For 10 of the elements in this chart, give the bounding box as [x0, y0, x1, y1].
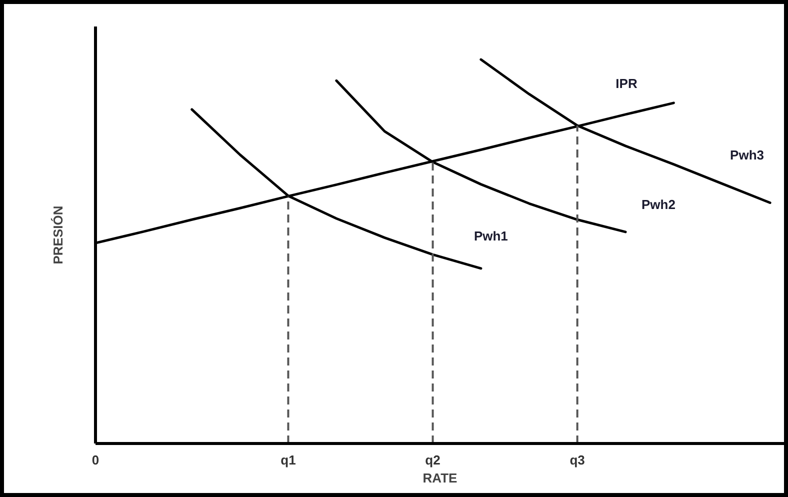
x-tick-label: 0	[92, 452, 100, 468]
x-tick-label: q2	[425, 452, 440, 468]
series-label: Pwh1	[474, 228, 508, 244]
x-tick-label: q3	[570, 452, 585, 468]
x-tick-label: q1	[280, 452, 296, 468]
series-label: IPR	[616, 76, 638, 91]
series-label: Pwh3	[730, 148, 764, 163]
x-axis-title: RATE	[422, 470, 458, 486]
y-axis-title: PRESIÓN	[50, 206, 66, 264]
series-label: Pwh2	[642, 196, 676, 212]
